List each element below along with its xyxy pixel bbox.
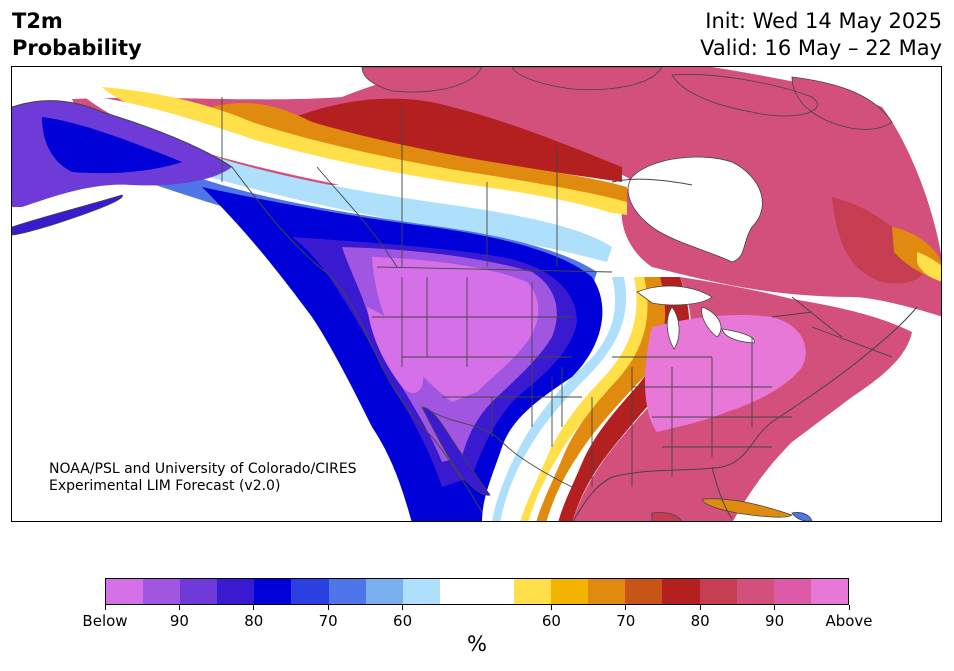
- colorbar-cell: [402, 579, 440, 604]
- colorbar-cell: [180, 579, 218, 604]
- colorbar-tick-label: 70: [616, 612, 636, 630]
- colorbar-tick-label: 80: [244, 612, 264, 630]
- arctic-islands: [361, 67, 893, 130]
- forecast-map: [11, 66, 942, 522]
- colorbar-tick-mark: [625, 605, 627, 610]
- colorbar-cell: [106, 579, 144, 604]
- great-lakes: [636, 285, 755, 350]
- credit-text: NOAA/PSL and University of Colorado/CIRE…: [49, 461, 357, 495]
- colorbar-cell: [217, 579, 255, 604]
- colorbar-tick-label: 60: [393, 612, 413, 630]
- colorbar-cell: [254, 579, 292, 604]
- west-cold-core: [372, 257, 539, 402]
- colorbar-tick-mark: [253, 605, 255, 610]
- cuba: [701, 498, 793, 518]
- hudson-bay: [627, 156, 763, 263]
- colorbar-tick-mark: [550, 605, 552, 610]
- colorbar-cell: [514, 579, 552, 604]
- band-red-north: [282, 98, 622, 182]
- init-date: Init: Wed 14 May 2025: [705, 9, 942, 33]
- colorbar-cell: [328, 579, 366, 604]
- colorbar-tick-label: 80: [690, 612, 710, 630]
- valid-period: Valid: 16 May – 22 May: [700, 36, 942, 60]
- colorbar-cell: [662, 579, 700, 604]
- product-title: Probability: [12, 36, 142, 60]
- east-warm-core: [645, 315, 806, 432]
- colorbar-cell: [439, 579, 477, 604]
- colorbar-tick-label: Above: [825, 612, 873, 630]
- variable-title: T2m: [12, 9, 63, 33]
- band-transition-red: [558, 277, 690, 521]
- colorbar-tick-label: 70: [318, 612, 338, 630]
- band-yellow-north: [102, 87, 627, 215]
- band-transition-white: [504, 277, 638, 521]
- coastlines: [12, 100, 918, 521]
- colorbar-cell: [143, 579, 181, 604]
- colorbar-tick-mark: [848, 605, 850, 610]
- baja-california: [421, 406, 491, 496]
- colorbar-tick-label: 90: [169, 612, 189, 630]
- band-transition-lightblue: [492, 277, 627, 521]
- political-borders: [221, 97, 893, 488]
- colorbar-cell: [699, 579, 737, 604]
- hispaniola: [791, 512, 813, 521]
- pacific-coast-west: [367, 307, 424, 394]
- credit-line-1: NOAA/PSL and University of Colorado/CIRE…: [49, 461, 357, 477]
- colorbar-tick-mark: [104, 605, 106, 610]
- alaska-core: [42, 117, 182, 174]
- colorbar-cell: [810, 579, 848, 604]
- title-block-right: Init: Wed 14 May 2025 Valid: 16 May – 22…: [700, 8, 942, 62]
- colorbar: [105, 578, 849, 605]
- map-canvas: [12, 67, 941, 521]
- colorbar-tick-label: 90: [765, 612, 785, 630]
- colorbar-unit: %: [467, 632, 487, 656]
- colorbar-cell: [476, 579, 515, 604]
- colorbar-cell: [736, 579, 774, 604]
- colorbar-cell: [365, 579, 403, 604]
- labrador-warm: [832, 197, 925, 284]
- newfoundland-yellow: [917, 252, 941, 282]
- band-orange-north: [212, 102, 627, 202]
- band-transition-yellow: [520, 277, 651, 521]
- colorbar-cell: [773, 579, 811, 604]
- band-lightblue-north: [52, 107, 612, 262]
- colorbar-cell: [588, 579, 626, 604]
- colorbar-tick-mark: [327, 605, 329, 610]
- aleutian-chain: [12, 194, 123, 236]
- colorbar-tick-mark: [402, 605, 404, 610]
- colorbar-tick-mark: [774, 605, 776, 610]
- colorbar-tick-label: 60: [541, 612, 561, 630]
- colorbar-tick-label: Below: [82, 612, 128, 630]
- credit-line-2: Experimental LIM Forecast (v2.0): [49, 478, 281, 494]
- colorbar-cell: [625, 579, 663, 604]
- colorbar-cell: [551, 579, 589, 604]
- colorbar-cell: [291, 579, 329, 604]
- title-block-left: T2m Probability: [12, 8, 142, 62]
- yucatan: [651, 512, 682, 521]
- band-transition-orange: [536, 277, 666, 521]
- colorbar-tick-mark: [178, 605, 180, 610]
- colorbar-tick-mark: [699, 605, 701, 610]
